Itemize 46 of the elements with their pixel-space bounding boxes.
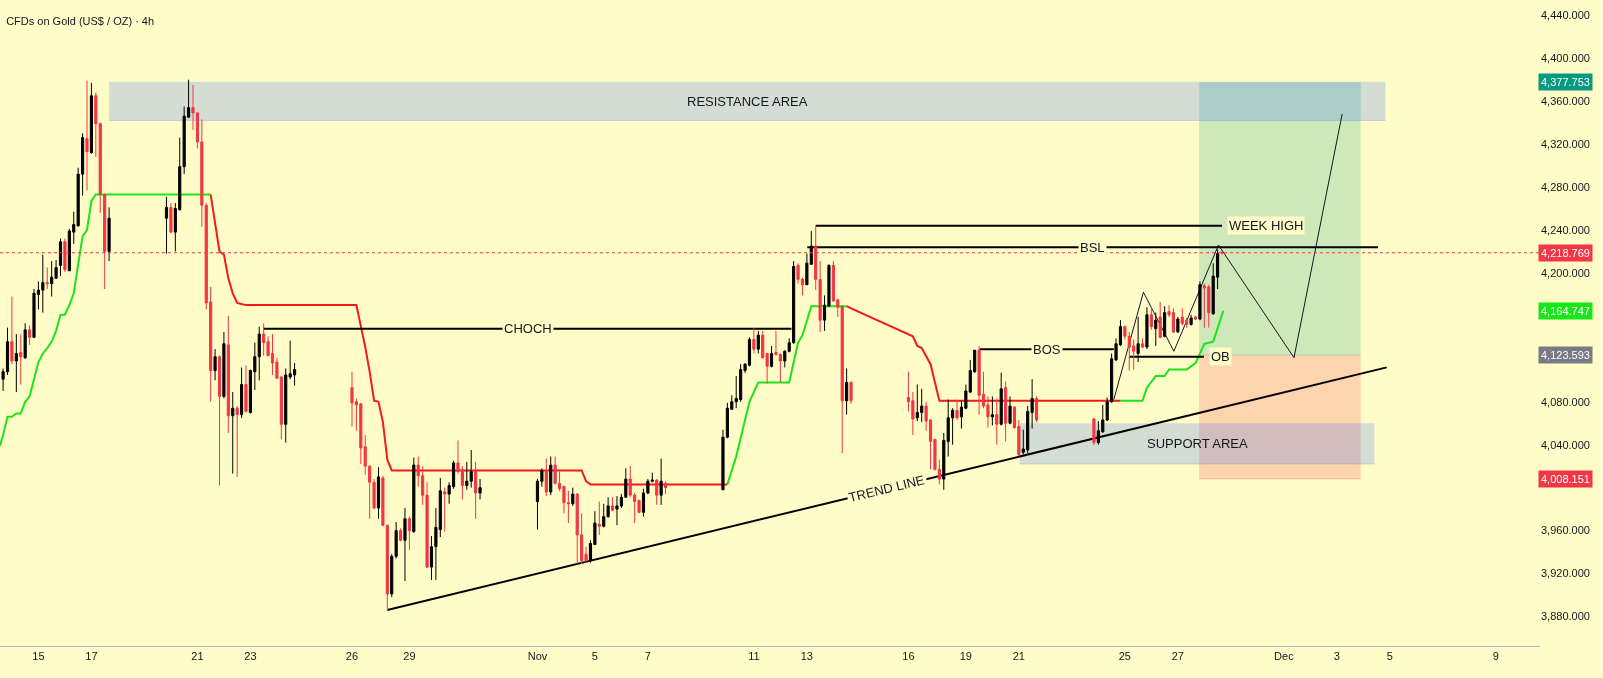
x-tick-label: 25 — [1118, 650, 1131, 663]
series-label: BOS — [1033, 342, 1061, 357]
series-label: SUPPORT AREA — [1147, 436, 1248, 451]
y-tick-label: 4,008.151 — [1541, 473, 1590, 485]
x-tick-label: 13 — [800, 650, 814, 663]
x-tick-label: 19 — [959, 650, 972, 663]
series-label: RESISTANCE AREA — [687, 94, 808, 109]
y-tick-label: 4,123.593 — [1541, 349, 1590, 361]
y-tick-label: 3,920.000 — [1541, 567, 1590, 580]
y-tick-label: 4,164.747 — [1541, 305, 1590, 317]
x-tick-label: 26 — [345, 650, 359, 663]
text: CFDs on Gold (US$ / OZ) · 4h — [6, 14, 155, 27]
x-tick-label: 9 — [1492, 650, 1499, 663]
x-tick-label: 11 — [748, 650, 760, 663]
y-tick-label: 4,280.000 — [1541, 180, 1590, 193]
y-tick-label: 4,320.000 — [1541, 137, 1590, 150]
y-tick-label: 4,240.000 — [1541, 223, 1590, 236]
y-tick-label: 3,880.000 — [1541, 610, 1590, 623]
y-tick-label: 4,040.000 — [1541, 438, 1590, 451]
x-tick-label: 3 — [1333, 650, 1340, 663]
annotation: WEEK HIGH — [1229, 218, 1304, 233]
x-tick-label: 5 — [591, 650, 598, 663]
series-label: CHOCH — [504, 321, 552, 336]
x-tick-label: Dec — [1274, 650, 1295, 663]
x-tick-label: 7 — [644, 650, 651, 663]
y-tick-label: 4,400.000 — [1541, 52, 1590, 65]
series-label: BSL — [1080, 240, 1105, 255]
y-tick-label: 4,200.000 — [1541, 266, 1590, 279]
x-tick-label: 27 — [1171, 650, 1184, 663]
x-tick-label: 21 — [191, 650, 204, 663]
y-tick-label: 4,360.000 — [1541, 94, 1590, 107]
x-tick-label: 29 — [403, 650, 416, 663]
y-tick-label: 4,440.000 — [1541, 9, 1590, 22]
y-tick-label: 3,960.000 — [1541, 524, 1590, 537]
text: TREND LINE — [847, 472, 927, 505]
x-tick-label: 5 — [1386, 650, 1393, 663]
x-tick-label: Nov — [527, 650, 548, 663]
y-tick-label: 4,377.753 — [1541, 76, 1590, 88]
x-tick-label: 21 — [1012, 650, 1025, 663]
annotation: OB — [1211, 349, 1230, 364]
x-tick-label: 17 — [85, 650, 98, 663]
x-tick-label: 15 — [32, 650, 45, 663]
y-tick-label: 4,080.000 — [1541, 395, 1590, 408]
x-tick-label: 23 — [244, 650, 257, 663]
ref-line-label: 4,218.769 — [1541, 247, 1590, 259]
x-tick-label: 16 — [902, 650, 915, 663]
